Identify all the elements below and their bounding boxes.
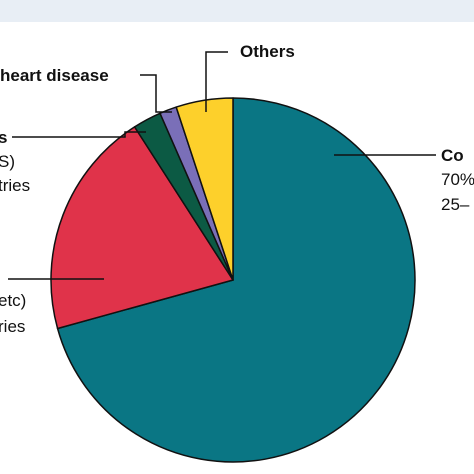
pie-slices [50, 97, 416, 463]
label-red-line2: ries [0, 317, 25, 336]
label-green-line1: s [0, 128, 7, 147]
leader-line-green [12, 131, 146, 138]
label-green-line2: S) [0, 152, 15, 171]
pie-slice-co [56, 97, 416, 463]
label-heart-disease: heart disease [0, 66, 109, 85]
label-co-line1: Co [441, 146, 464, 165]
pie-slice-others [175, 97, 234, 281]
label-red-line1: etc) [0, 291, 26, 310]
label-co-line2: 70% [441, 170, 474, 189]
label-green-line3: tries [0, 176, 30, 195]
label-others: Others [240, 42, 295, 61]
pie-slice-red [50, 126, 234, 330]
header-band [0, 0, 474, 22]
leader-line-heart [140, 74, 172, 113]
label-co-line3: 25– [441, 195, 470, 214]
leader-line-others [205, 51, 228, 112]
